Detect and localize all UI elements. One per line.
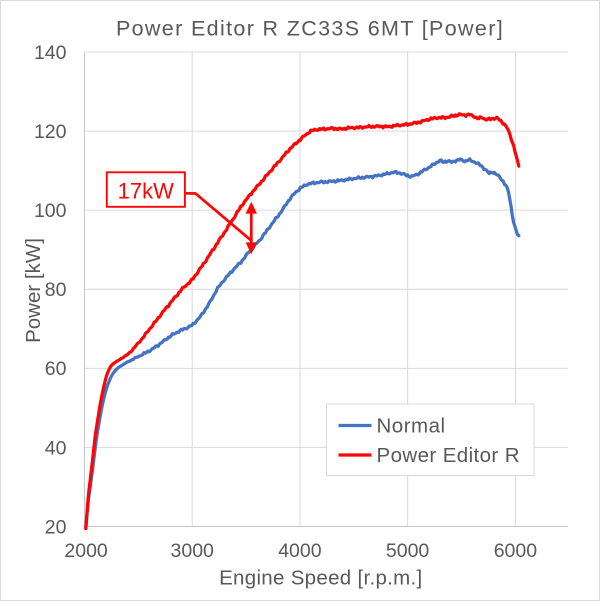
svg-text:Normal: Normal <box>377 415 446 438</box>
svg-text:40: 40 <box>45 437 67 459</box>
svg-text:80: 80 <box>45 279 67 301</box>
svg-text:Power [kW]: Power [kW] <box>22 238 45 343</box>
svg-text:Power Editor R: Power Editor R <box>377 444 520 467</box>
svg-text:Power Editor R ZC33S 6MT [Powe: Power Editor R ZC33S 6MT [Power] <box>116 17 504 41</box>
svg-text:4000: 4000 <box>278 540 322 562</box>
svg-text:140: 140 <box>34 42 67 64</box>
svg-text:60: 60 <box>45 358 67 380</box>
svg-text:Engine Speed [r.p.m.]: Engine Speed [r.p.m.] <box>219 567 422 590</box>
svg-text:17kW: 17kW <box>118 178 174 203</box>
svg-text:3000: 3000 <box>171 540 215 562</box>
svg-text:20: 20 <box>45 516 67 538</box>
svg-text:6000: 6000 <box>494 540 538 562</box>
svg-text:120: 120 <box>34 121 67 143</box>
svg-text:2000: 2000 <box>64 540 108 562</box>
svg-text:5000: 5000 <box>386 540 430 562</box>
svg-text:100: 100 <box>34 200 67 222</box>
